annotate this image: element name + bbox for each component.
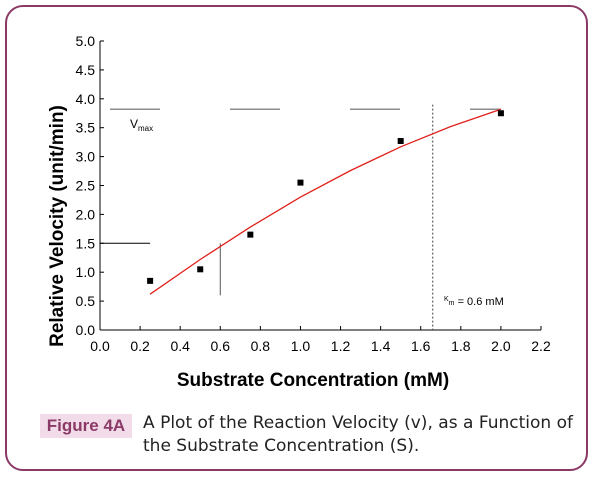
figure-frame: [5, 5, 588, 471]
x-tick-label: 1.2: [331, 338, 351, 354]
x-tick-label: 2.2: [531, 338, 551, 354]
chart-axes: [99, 40, 542, 331]
km-label: Km = 0.6 mM: [444, 296, 504, 308]
y-tick-label: 1.5: [76, 235, 96, 251]
figure-caption: Figure 4A A Plot of the Reaction Velocit…: [40, 410, 580, 470]
data-point: [497, 110, 504, 117]
y-tick-label: 2.5: [76, 178, 96, 194]
y-tick-label: 0.0: [76, 322, 96, 338]
data-point: [297, 179, 304, 186]
data-point: [197, 266, 204, 273]
figure-label: Figure 4A: [40, 414, 132, 438]
y-tick-label: 3.0: [76, 149, 96, 165]
tick-labels: 0.0 0.5 1.0 1.5 2.0 2.5 3.0 3.5 4.0 4.5 5.0 0.0 0.2 0…: [76, 33, 551, 354]
fit-curve-line: [149, 108, 502, 295]
x-tick-label: 2.0: [491, 338, 511, 354]
x-tick-label: 1.0: [291, 338, 311, 354]
y-tick-label: 1.0: [76, 264, 96, 280]
data-point: [147, 277, 154, 284]
y-tick-label: 5.0: [76, 33, 96, 49]
data-point: [247, 231, 254, 238]
x-axis-label: Substrate Concentration (mM): [177, 370, 449, 391]
x-tick-label: 0.6: [211, 338, 231, 354]
figure-caption-text: A Plot of the Reaction Velocity (v), as …: [143, 413, 573, 456]
y-tick-label: 4.0: [76, 91, 96, 107]
chart: Vmax Km = 0.6 mM 0.0 0.5 1.0 1.5 2.0 2.5 3.0 3.5…: [47, 33, 551, 391]
x-tick-label: 1.8: [451, 338, 471, 354]
y-tick-label: 2.0: [76, 206, 96, 222]
data-points: [147, 110, 504, 284]
x-tick-label: 0.0: [90, 338, 110, 354]
chart-guides: Vmax Km = 0.6 mM: [100, 104, 504, 330]
y-tick-label: 4.5: [76, 62, 96, 78]
x-tick-label: 0.2: [130, 338, 150, 354]
x-tick-label: 1.6: [411, 338, 431, 354]
fit-curve-layer: [149, 108, 502, 295]
y-tick-label: 3.5: [76, 120, 96, 136]
data-point: [397, 137, 404, 144]
x-tick-label: 1.4: [371, 338, 391, 354]
y-axis-label: Relative Velocity (unit/min): [47, 105, 68, 347]
y-tick-label: 0.5: [76, 293, 96, 309]
vmax-label: Vmax: [130, 117, 153, 133]
x-tick-label: 0.4: [170, 338, 190, 354]
x-tick-label: 0.8: [251, 338, 271, 354]
